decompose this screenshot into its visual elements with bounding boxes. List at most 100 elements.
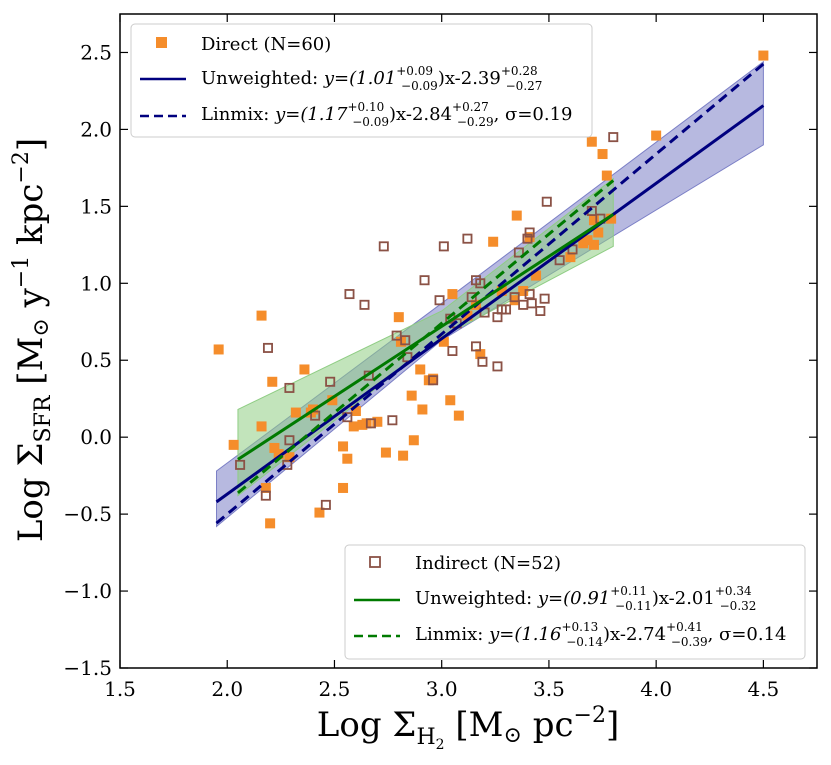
direct-point	[398, 450, 409, 461]
indirect-point	[466, 292, 477, 303]
legend-direct-title: Direct (N=60)	[201, 34, 331, 55]
fit-line-direct-unweighted	[215, 104, 765, 504]
y-axis-label: Log ΣSFR [M⊙ y−1 kpc−2]	[9, 138, 56, 542]
direct-point	[475, 349, 486, 360]
indirect-point	[438, 241, 449, 252]
direct-point	[462, 310, 473, 321]
indirect-point	[492, 361, 503, 372]
y-tick-label: 0.5	[80, 348, 112, 372]
indirect-point	[428, 375, 439, 386]
legend-indirect-linmix-label: Linmix: y=(1.16+0.13 −0.14)x-2.74+0.41 −0.…	[415, 620, 786, 649]
direct-point	[588, 239, 599, 250]
indirect-point	[554, 255, 565, 266]
direct-point	[651, 130, 662, 141]
data-points	[213, 50, 769, 529]
direct-point	[338, 482, 349, 493]
legend-direct-frame	[130, 23, 593, 138]
x-tick-label: 4.0	[640, 677, 672, 701]
x-tick-label: 3.5	[533, 677, 565, 701]
indirect-point	[513, 247, 524, 258]
direct-point	[509, 295, 520, 306]
indirect-point	[475, 278, 486, 289]
direct-point	[438, 336, 449, 347]
y-tick-label: 2.0	[80, 117, 112, 141]
y-tick-label: 0.0	[80, 425, 112, 449]
direct-point	[273, 449, 284, 460]
indirect-point	[518, 299, 529, 310]
indirect-point	[387, 415, 398, 426]
indirect-point	[282, 459, 293, 470]
y-tick-label: −1.0	[63, 579, 112, 603]
legend-direct-marker	[156, 37, 167, 48]
indirect-point	[260, 490, 271, 501]
indirect-point	[344, 289, 355, 300]
direct-point	[228, 439, 239, 450]
indirect-point	[541, 196, 552, 207]
indirect-point	[501, 304, 512, 315]
direct-point	[518, 285, 529, 296]
indirect-point	[477, 356, 488, 367]
indirect-point	[524, 227, 535, 238]
indirect-point	[526, 298, 537, 309]
indirect-point	[262, 342, 273, 353]
y-tick-label: −1.5	[63, 656, 112, 680]
x-tick-label: 2.5	[319, 677, 351, 701]
direct-point	[453, 410, 464, 421]
x-tick-label: 2.0	[211, 677, 243, 701]
direct-point	[406, 390, 417, 401]
indirect-point	[325, 376, 336, 387]
direct-point	[299, 364, 310, 375]
legend-indirect-frame	[344, 544, 806, 660]
plot-frame	[119, 13, 818, 669]
direct-point	[593, 227, 604, 238]
legend-indirect-unweighted-label: Unweighted: y=(0.91+0.11 −0.11)x-2.01+0.3…	[415, 584, 756, 613]
direct-point	[415, 364, 426, 375]
indirect-point	[284, 435, 295, 446]
legend-direct: Direct (N=60) Unweighted: y=(1.01+0.09 −0…	[130, 23, 593, 138]
y-tick-label: 2.5	[80, 40, 112, 64]
direct-point	[314, 507, 325, 518]
direct-point	[531, 270, 542, 281]
direct-point	[582, 235, 593, 246]
legend-direct-unweighted-label: Unweighted: y=(1.01+0.09 −0.09)x-2.39+0.2…	[201, 64, 542, 93]
legend-indirect-marker	[369, 556, 381, 568]
x-axis-label: Log ΣH2 [M⊙ pc−2]	[317, 703, 619, 753]
direct-point	[511, 210, 522, 221]
direct-point	[290, 407, 301, 418]
direct-point	[269, 442, 280, 453]
indirect-point	[400, 335, 411, 346]
indirect-point	[434, 295, 445, 306]
indirect-point	[509, 292, 520, 303]
x-tick-label: 1.5	[104, 677, 136, 701]
indirect-point	[524, 289, 535, 300]
indirect-point	[608, 132, 619, 143]
direct-point	[284, 452, 295, 463]
indirect-point	[359, 299, 370, 310]
direct-point	[606, 213, 617, 224]
indirect-point	[365, 418, 376, 429]
direct-point	[260, 482, 271, 493]
direct-point	[597, 149, 608, 160]
direct-point	[350, 406, 361, 417]
direct-point	[588, 215, 599, 226]
direct-point	[601, 170, 612, 181]
indirect-point	[320, 499, 331, 510]
direct-point	[380, 447, 391, 458]
x-tick-label: 3.0	[426, 677, 458, 701]
direct-point	[342, 453, 353, 464]
legend-direct-linmix-label: Linmix: y=(1.17+0.10 −0.09)x-2.84+0.27 −0.…	[201, 100, 572, 129]
direct-point	[265, 518, 276, 529]
y-tick-label: −0.5	[63, 502, 112, 526]
indirect-point	[378, 241, 389, 252]
axis-ticks: 1.5 2.0 2.5 3.0 3.5 4.0 4.5 −1.5 −1.0 −0.5 0.0 0.5 1…	[63, 14, 817, 701]
indirect-point	[471, 341, 482, 352]
direct-point	[428, 373, 439, 384]
indirect-point	[462, 233, 473, 244]
direct-point	[565, 252, 576, 263]
indirect-point	[535, 305, 546, 316]
indirect-point	[235, 459, 246, 470]
direct-point	[586, 136, 597, 147]
direct-point	[496, 285, 507, 296]
legend-indirect-title: Indirect (N=52)	[415, 553, 561, 574]
